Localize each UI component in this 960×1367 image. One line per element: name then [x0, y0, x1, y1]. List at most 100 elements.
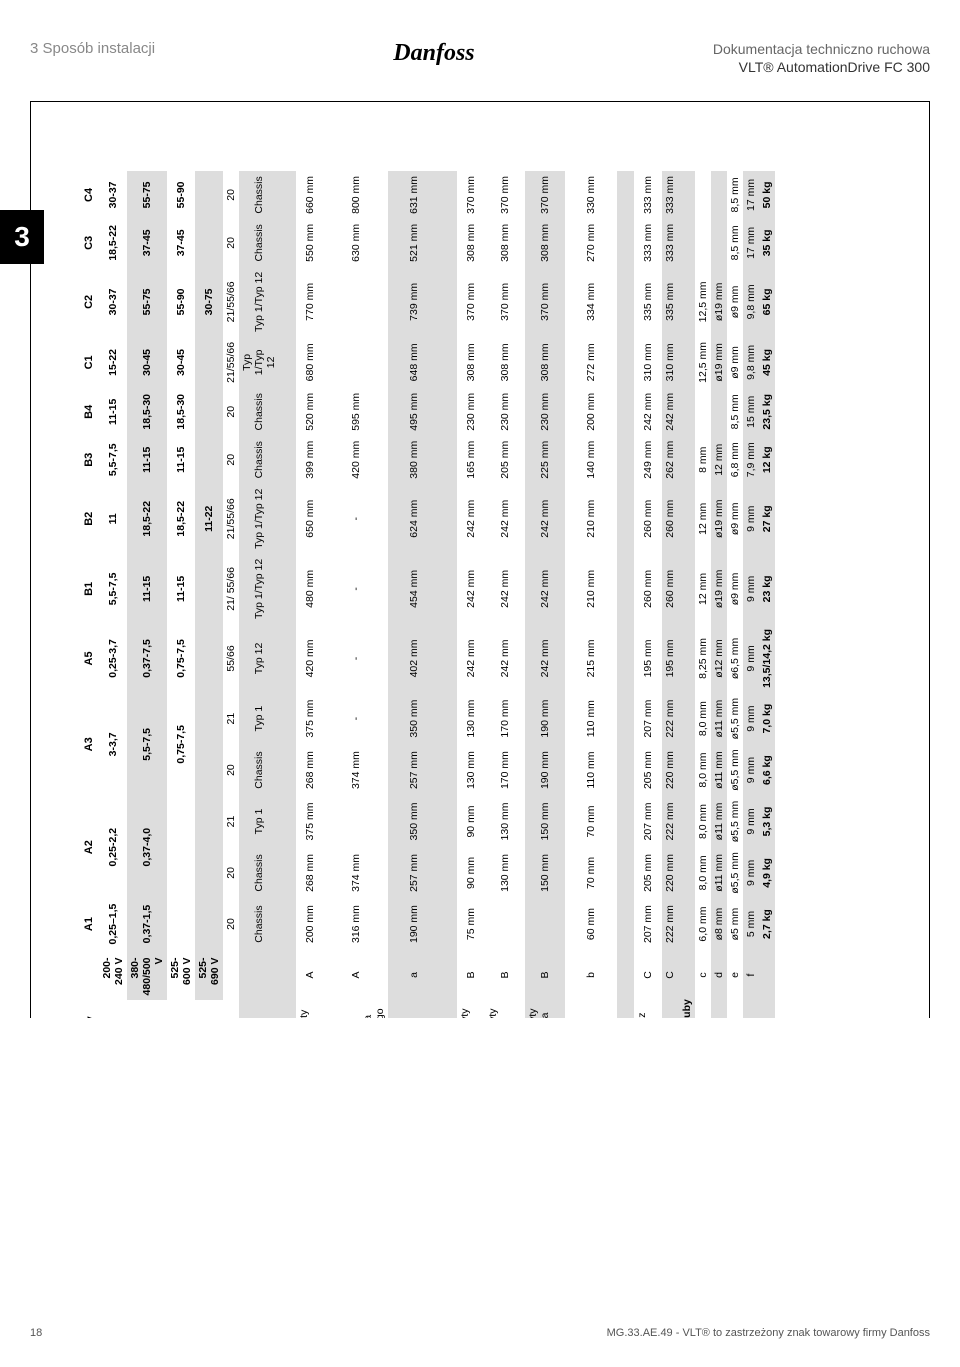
cell: Chassis	[239, 745, 279, 796]
cell: 20	[223, 899, 239, 950]
cell: 6,8 mm	[727, 436, 743, 484]
cell	[711, 171, 727, 219]
cell: 20	[223, 388, 239, 436]
cell: 150 mm	[525, 848, 565, 899]
cell: ø9 mm	[727, 554, 743, 624]
cell: 55-75	[127, 171, 167, 219]
cell: ø5,5 mm	[727, 796, 743, 847]
cell: 8,5 mm	[727, 388, 743, 436]
cell: 13,5/14,2 kg	[759, 624, 775, 693]
section-glebokosc: Głębokość	[617, 171, 634, 1018]
cell: ø9 mm	[727, 267, 743, 337]
cell: 27 kg	[759, 484, 775, 554]
cell: 140 mm	[565, 436, 617, 484]
cell: 11	[99, 484, 127, 554]
cell: 11-15	[127, 554, 167, 624]
cell: ø5,5 mm	[727, 848, 743, 899]
cell: 521 mm	[388, 219, 440, 267]
label-v3: 525-600 V	[167, 950, 195, 1001]
cell: Typ 1/Typ 12	[239, 337, 279, 388]
cell: 50 kg	[759, 171, 775, 219]
cell: ø19 mm	[711, 484, 727, 554]
cell: 18,5-30	[127, 388, 167, 436]
cell: 260 mm	[634, 554, 662, 624]
cell: 230 mm	[485, 388, 525, 436]
label-szer-2c: Szerokość płyty tylnej z dwoma opcjami C	[525, 1001, 565, 1019]
cell: 8,5 mm	[727, 171, 743, 219]
letter: B	[525, 950, 565, 1001]
cell: 420 mm	[324, 436, 388, 484]
doc-title-2: VLT® AutomationDrive FC 300	[713, 58, 930, 76]
cell: 190 mm	[525, 745, 565, 796]
brand-logo: Danfoss	[393, 40, 474, 67]
cell: Typ 1/Typ 12	[239, 484, 279, 554]
cell: 23,5 kg	[759, 388, 775, 436]
cell: 9 mm	[743, 796, 759, 847]
section-title: 3 Sposób instalacji	[30, 40, 155, 57]
cell: 222 mm	[662, 899, 678, 950]
cell: 30-45	[127, 337, 167, 388]
label-ciezar: Ciężar maks.	[759, 1001, 775, 1019]
cell: 220 mm	[662, 848, 678, 899]
cell: 770 mm	[296, 267, 324, 337]
cell: 12,5 mm	[695, 267, 711, 337]
cell: 20	[223, 848, 239, 899]
label-gleb-z: Z opcją A/B	[662, 1001, 678, 1019]
letter: C	[634, 950, 662, 1001]
cell: 18,5-30	[167, 388, 195, 436]
cell: 335 mm	[634, 267, 662, 337]
cell: 9,8 mm	[743, 337, 759, 388]
cell: ø6,5 mm	[727, 624, 743, 693]
cell: 333 mm	[662, 171, 678, 219]
cell: Typ 1/Typ 12	[239, 267, 279, 337]
cell: 4,9 kg	[759, 848, 775, 899]
cell: 205 mm	[634, 848, 662, 899]
cell: 0,37-7,5	[127, 624, 167, 693]
cell: 375 mm	[296, 693, 324, 744]
label-wys-tyl: Wysokość płyty tylnej	[296, 1001, 324, 1019]
cell: 270 mm	[565, 219, 617, 267]
cell: 15 mm	[743, 388, 759, 436]
cell: 17 mm	[743, 171, 759, 219]
cell: 0,37-1,5	[127, 899, 167, 950]
cell: 6,6 kg	[759, 745, 775, 796]
cell: 9 mm	[743, 484, 759, 554]
cell: 11-15	[99, 388, 127, 436]
cell: ø19 mm	[711, 554, 727, 624]
cell: 110 mm	[565, 693, 617, 744]
letter: C	[662, 950, 678, 1001]
cell: 130 mm	[457, 745, 485, 796]
cell: 370 mm	[457, 171, 485, 219]
cell: 11-22	[195, 484, 223, 554]
footer-note: MG.33.AE.49 - VLT® to zastrzeżony znak t…	[607, 1327, 930, 1339]
letter: d	[711, 950, 727, 1001]
cell: 215 mm	[565, 624, 617, 693]
cell: 308 mm	[485, 219, 525, 267]
cell: 262 mm	[662, 436, 678, 484]
cell: 8,25 mm	[695, 624, 711, 693]
cell: 334 mm	[565, 267, 617, 337]
cell: 242 mm	[485, 624, 525, 693]
cell: 8,0 mm	[695, 745, 711, 796]
label-szer-tyl: Szerokość płyty tylnej	[457, 1001, 485, 1019]
cell: 0,25-3,7	[99, 624, 127, 693]
cell: 130 mm	[485, 796, 525, 847]
cell: 200 mm	[565, 388, 617, 436]
cell: 495 mm	[388, 388, 440, 436]
cell: 5 mm	[743, 899, 759, 950]
cell: 222 mm	[662, 693, 678, 744]
cell: 316 mm	[324, 899, 388, 950]
cell: 21	[223, 693, 239, 744]
letter: A	[324, 950, 388, 1001]
cell: 130 mm	[457, 693, 485, 744]
cell: 650 mm	[296, 484, 324, 554]
cell: Chassis	[239, 388, 279, 436]
cell: 242 mm	[485, 554, 525, 624]
cell: 5,5-7,5	[99, 436, 127, 484]
cell: ø9 mm	[727, 484, 743, 554]
cell: 268 mm	[296, 848, 324, 899]
letter: a	[388, 950, 440, 1001]
cell: Typ 1/Typ 12	[239, 554, 279, 624]
cell: 30-75	[195, 267, 223, 337]
cell: 680 mm	[296, 337, 324, 388]
